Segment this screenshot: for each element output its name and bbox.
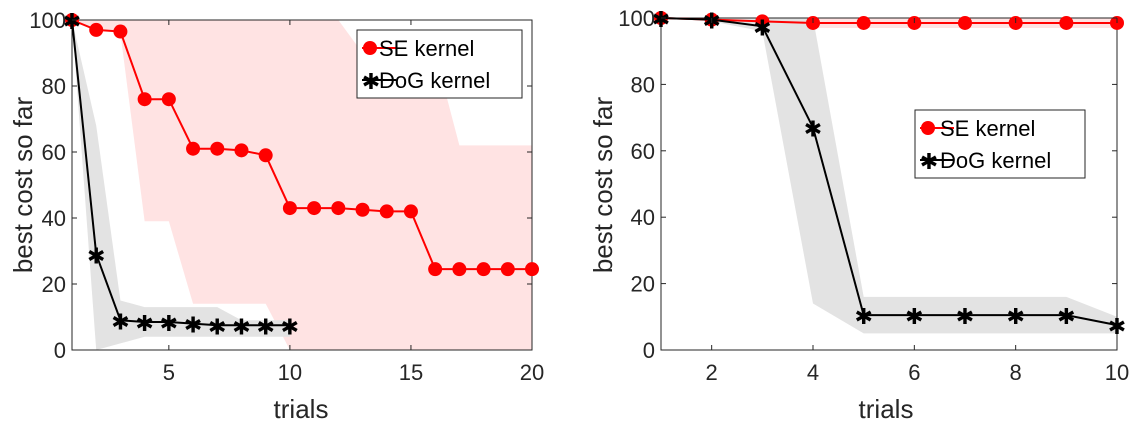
x-tick-label: 20 (520, 360, 544, 385)
y-tick-label: 60 (631, 139, 655, 164)
legend-marker-se (363, 41, 377, 55)
data-point-0 (403, 204, 418, 219)
y-tick-label: 100 (29, 8, 66, 33)
data-point-1: ✱ (652, 7, 670, 32)
data-point-1: ✱ (1057, 304, 1075, 329)
data-point-0 (1059, 15, 1074, 30)
x-tick-label: 2 (706, 360, 718, 385)
data-point-1: ✱ (956, 304, 974, 329)
data-point-0 (500, 262, 515, 277)
data-point-1: ✱ (184, 313, 202, 338)
y-tick-label: 80 (42, 74, 66, 99)
legend-marker-dog: ✱ (920, 149, 938, 174)
data-point-1: ✱ (753, 15, 771, 40)
y-axis-title: best cost so far (588, 97, 618, 274)
data-point-0 (89, 22, 104, 37)
data-point-0 (258, 148, 273, 163)
data-point-0 (755, 14, 770, 29)
data-point-1: ✱ (854, 304, 872, 329)
legend-marker-se (921, 121, 935, 135)
y-tick-label: 0 (54, 338, 66, 363)
data-point-1: ✱ (160, 311, 178, 336)
legend-label-se: SE kernel (940, 116, 1035, 141)
y-tick-label: 40 (631, 205, 655, 230)
data-point-1: ✱ (281, 314, 299, 339)
x-tick-label: 6 (908, 360, 920, 385)
series-layer: ✱ ✱ ✱ ✱ ✱ ✱ ✱ ✱ ✱ ✱ (652, 7, 1126, 339)
data-point-1: ✱ (1108, 314, 1126, 339)
y-tick-label: 40 (42, 206, 66, 231)
y-tick-label: 20 (42, 272, 66, 297)
x-axis-title: trials (859, 394, 914, 421)
data-point-0 (186, 141, 201, 156)
data-point-1: ✱ (111, 309, 129, 334)
data-point-1: ✱ (1006, 304, 1024, 329)
data-point-0 (856, 15, 871, 30)
x-tick-label: 4 (807, 360, 819, 385)
data-point-0 (210, 141, 225, 156)
data-point-0 (137, 92, 152, 107)
y-axis-title: best cost so far (8, 97, 38, 274)
series-layer: ✱✱✱✱✱✱✱✱✱✱ (63, 9, 539, 339)
data-point-1: ✱ (905, 304, 923, 329)
series-line-1 (660, 17, 1118, 327)
legend: SE kernel ✱ DoG kernel (914, 109, 1086, 179)
data-point-1: ✱ (63, 9, 81, 34)
data-point-1: ✱ (87, 243, 105, 268)
data-point-0 (307, 201, 322, 216)
plot-frame (660, 17, 1118, 351)
data-point-0 (379, 204, 394, 219)
band-1 (72, 20, 290, 350)
legend-label-dog: DoG kernel (940, 148, 1051, 173)
y-tick-label: 0 (643, 338, 655, 363)
series-line-0 (660, 17, 1117, 24)
x-tick-label: 15 (399, 360, 423, 385)
legend-box (356, 29, 523, 99)
data-point-1: ✱ (256, 314, 274, 339)
x-axis-title: trials (274, 394, 329, 421)
x-tick-label: 10 (278, 360, 302, 385)
series-line-1 (71, 19, 290, 327)
x-tick-label: 5 (163, 360, 175, 385)
y-tick-label: 100 (618, 6, 655, 31)
data-point-1: ✱ (232, 314, 250, 339)
data-point-1: ✱ (208, 314, 226, 339)
x-tick-label: 10 (1105, 360, 1129, 385)
band-0 (72, 20, 532, 350)
data-point-0 (113, 24, 128, 39)
ticks-layer: 5 10 15 20 0 20 40 60 80 100 (29, 8, 544, 385)
data-point-0 (452, 262, 467, 277)
legend: SE kernel ✱ DoG kernel (356, 29, 523, 99)
y-tick-label: 60 (42, 140, 66, 165)
legend-label-se: SE kernel (379, 36, 474, 61)
data-point-0 (428, 262, 443, 277)
y-tick-label: 80 (631, 72, 655, 97)
data-point-0 (525, 262, 539, 277)
data-point-1: ✱ (135, 311, 153, 336)
plot-frame-layer (71, 19, 533, 351)
data-point-0 (958, 15, 972, 30)
y-tick-label: 20 (631, 272, 655, 297)
data-point-0 (282, 201, 297, 216)
data-point-0 (161, 92, 176, 107)
data-point-0 (331, 201, 346, 216)
bands-layer (72, 20, 532, 350)
legend-box (914, 109, 1086, 179)
legend-label-dog: DoG kernel (379, 68, 490, 93)
data-point-0 (355, 202, 370, 217)
data-point-0 (476, 262, 491, 277)
plot-frame (71, 19, 533, 351)
plot-frame-layer (660, 17, 1118, 351)
x-tick-label: 8 (1010, 360, 1022, 385)
legend-marker-dog: ✱ (362, 69, 380, 94)
data-point-0 (234, 143, 249, 158)
data-point-1: ✱ (804, 117, 822, 142)
band-1 (661, 18, 1117, 334)
